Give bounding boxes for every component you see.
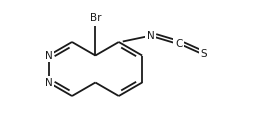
Text: S: S [200,49,207,59]
Text: N: N [147,31,155,41]
Text: N: N [45,51,53,60]
Text: C: C [175,39,182,49]
Text: N: N [45,78,53,87]
Text: Br: Br [90,13,101,22]
